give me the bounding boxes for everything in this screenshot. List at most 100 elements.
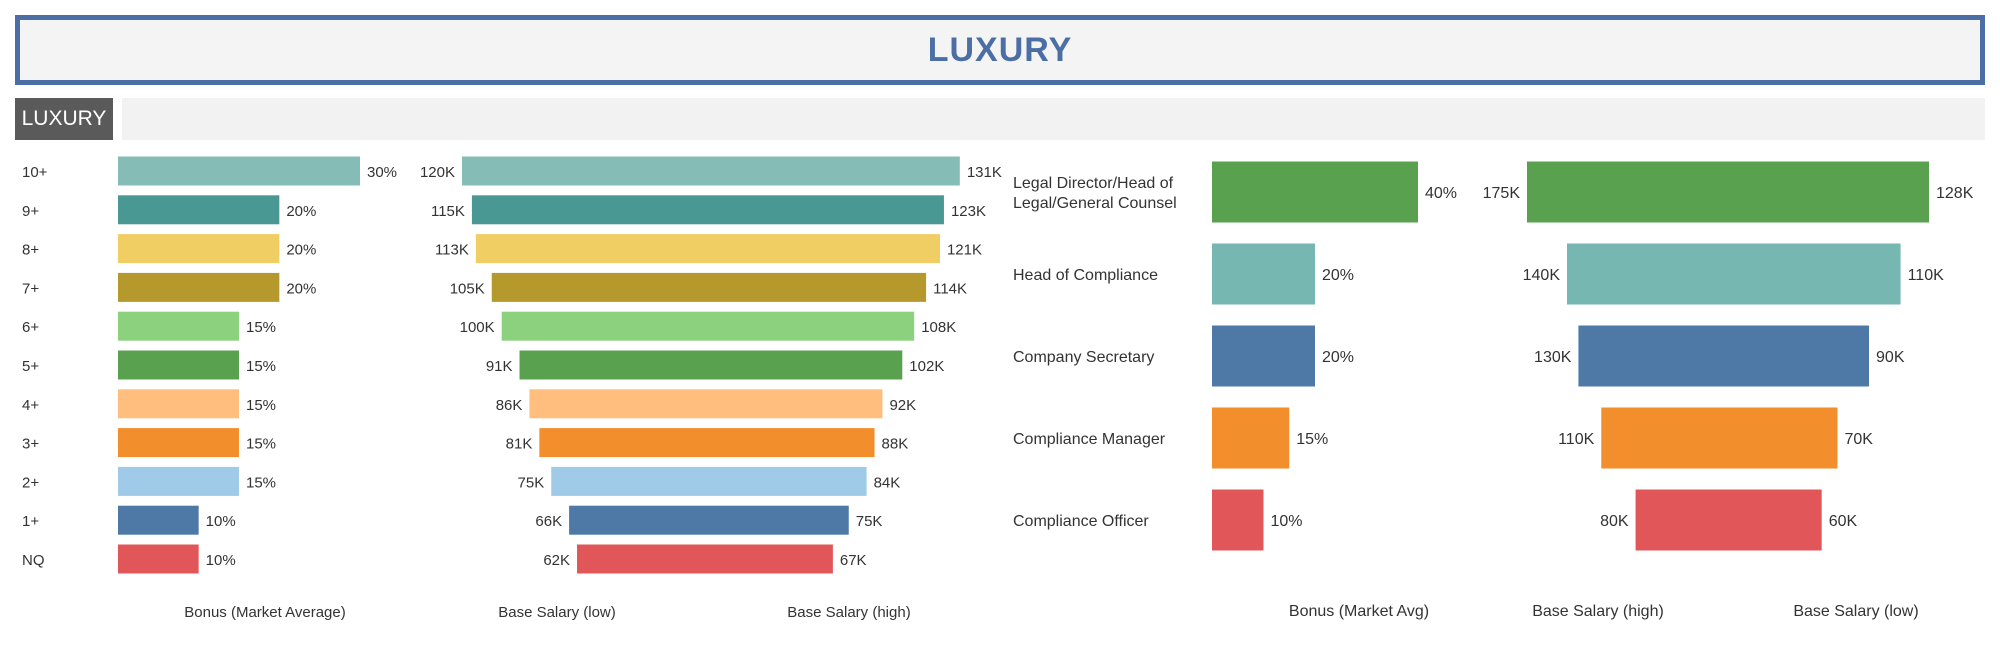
category-label: NQ — [22, 552, 45, 569]
base-low-label: 62K — [543, 552, 570, 569]
role-bonus-bar — [1212, 243, 1315, 305]
title-banner: LUXURY — [15, 15, 1985, 85]
base-low-bar — [501, 311, 700, 341]
base-high-label: 67K — [840, 552, 867, 569]
role-bonus-label: 40% — [1425, 185, 1457, 202]
role-base-low-label: 128K — [1936, 185, 1974, 202]
base-high-label: 131K — [967, 164, 1002, 181]
bonus-value-label: 30% — [367, 164, 397, 181]
role-base-low-label: 60K — [1829, 513, 1858, 530]
section-header-strip — [122, 98, 1985, 140]
base-low-label: 75K — [518, 474, 545, 491]
base-high-bar — [700, 311, 915, 341]
role-base-high-label: 140K — [1523, 267, 1561, 284]
bonus-bar — [118, 466, 239, 496]
role-label: Compliance Manager — [1013, 431, 1166, 448]
base-low-bar — [569, 505, 700, 535]
role-bonus-label: 20% — [1322, 267, 1354, 284]
bonus-value-label: 15% — [246, 436, 276, 453]
role-base-low-label: 90K — [1876, 349, 1905, 366]
bonus-bar — [118, 389, 239, 419]
base-high-bar — [700, 505, 849, 535]
role-base-high-label: 130K — [1534, 349, 1572, 366]
role-label: Compliance Officer — [1013, 513, 1149, 530]
role-base-high-bar — [1601, 407, 1727, 469]
base-low-label: 86K — [496, 397, 523, 414]
section-tag: LUXURY — [15, 98, 113, 140]
base-high-bar — [700, 428, 875, 458]
role-base-low-bar — [1727, 407, 1838, 469]
category-label: 3+ — [22, 436, 39, 453]
category-label: 6+ — [22, 319, 39, 336]
base-low-bar — [475, 234, 700, 264]
base-low-label: 115K — [431, 203, 465, 220]
base-high-label: 75K — [856, 513, 883, 530]
role-base-low-label: 70K — [1844, 431, 1873, 448]
base-low-bar — [471, 195, 700, 225]
category-label: 2+ — [22, 474, 39, 491]
base-high-bar — [700, 156, 960, 186]
x-axis-label: Base Salary (low) — [498, 604, 616, 621]
role-bonus-bar — [1212, 325, 1315, 387]
role-base-high-bar — [1635, 489, 1727, 551]
base-high-bar — [700, 195, 944, 225]
category-label: 1+ — [22, 513, 39, 530]
bonus-value-label: 15% — [246, 319, 276, 336]
base-high-bar — [700, 272, 927, 302]
x-axis-label: Base Salary (low) — [1793, 603, 1918, 620]
role-base-low-bar — [1727, 243, 1901, 305]
base-low-bar — [462, 156, 700, 186]
role-base-high-label: 80K — [1600, 513, 1629, 530]
section-tag-label: LUXURY — [21, 107, 107, 130]
bonus-value-label: 10% — [206, 552, 236, 569]
bonus-value-label: 20% — [286, 203, 316, 220]
bonus-bar — [118, 195, 280, 225]
role-bonus-label: 10% — [1271, 513, 1303, 530]
base-high-bar — [700, 544, 833, 574]
role-label: Legal/General Counsel — [1013, 195, 1177, 212]
x-axis-label: Bonus (Market Avg) — [1289, 603, 1429, 620]
bonus-value-label: 15% — [246, 474, 276, 491]
base-low-bar — [519, 350, 700, 380]
base-high-bar — [700, 234, 940, 264]
base-low-label: 105K — [450, 280, 485, 297]
base-low-label: 100K — [460, 319, 495, 336]
base-high-bar — [700, 466, 867, 496]
role-bonus-bar — [1212, 407, 1290, 469]
bonus-value-label: 20% — [286, 280, 316, 297]
role-bonus-label: 15% — [1296, 431, 1328, 448]
base-low-label: 81K — [506, 436, 533, 453]
base-high-label: 92K — [889, 397, 916, 414]
bonus-bar — [118, 156, 360, 186]
bonus-bar — [118, 350, 239, 380]
bonus-value-label: 15% — [246, 358, 276, 375]
base-high-bar — [700, 350, 903, 380]
role-label: Head of Compliance — [1013, 267, 1158, 284]
category-label: 8+ — [22, 242, 39, 259]
role-bonus-bar — [1212, 161, 1418, 223]
role-base-low-label: 110K — [1908, 267, 1945, 284]
x-axis-label: Bonus (Market Average) — [184, 604, 345, 621]
category-label: 7+ — [22, 280, 39, 297]
role-base-high-label: 110K — [1558, 431, 1595, 448]
role-bonus-label: 20% — [1322, 349, 1354, 366]
base-high-label: 123K — [951, 203, 986, 220]
base-low-label: 91K — [486, 358, 513, 375]
bonus-value-label: 10% — [206, 513, 236, 530]
bonus-value-label: 20% — [286, 242, 316, 259]
category-label: 10+ — [22, 164, 48, 181]
bonus-value-label: 15% — [246, 397, 276, 414]
bonus-bar — [118, 544, 199, 574]
page-title: LUXURY — [927, 30, 1073, 69]
base-high-label: 121K — [947, 242, 982, 259]
category-label: 4+ — [22, 397, 39, 414]
role-base-high-label: 175K — [1483, 185, 1521, 202]
base-low-bar — [529, 389, 700, 419]
role-base-low-bar — [1727, 489, 1822, 551]
role-label: Legal Director/Head of — [1013, 175, 1174, 192]
role-base-low-bar — [1727, 325, 1870, 387]
base-high-label: 108K — [921, 319, 956, 336]
base-low-label: 66K — [535, 513, 562, 530]
bonus-bar — [118, 505, 199, 535]
